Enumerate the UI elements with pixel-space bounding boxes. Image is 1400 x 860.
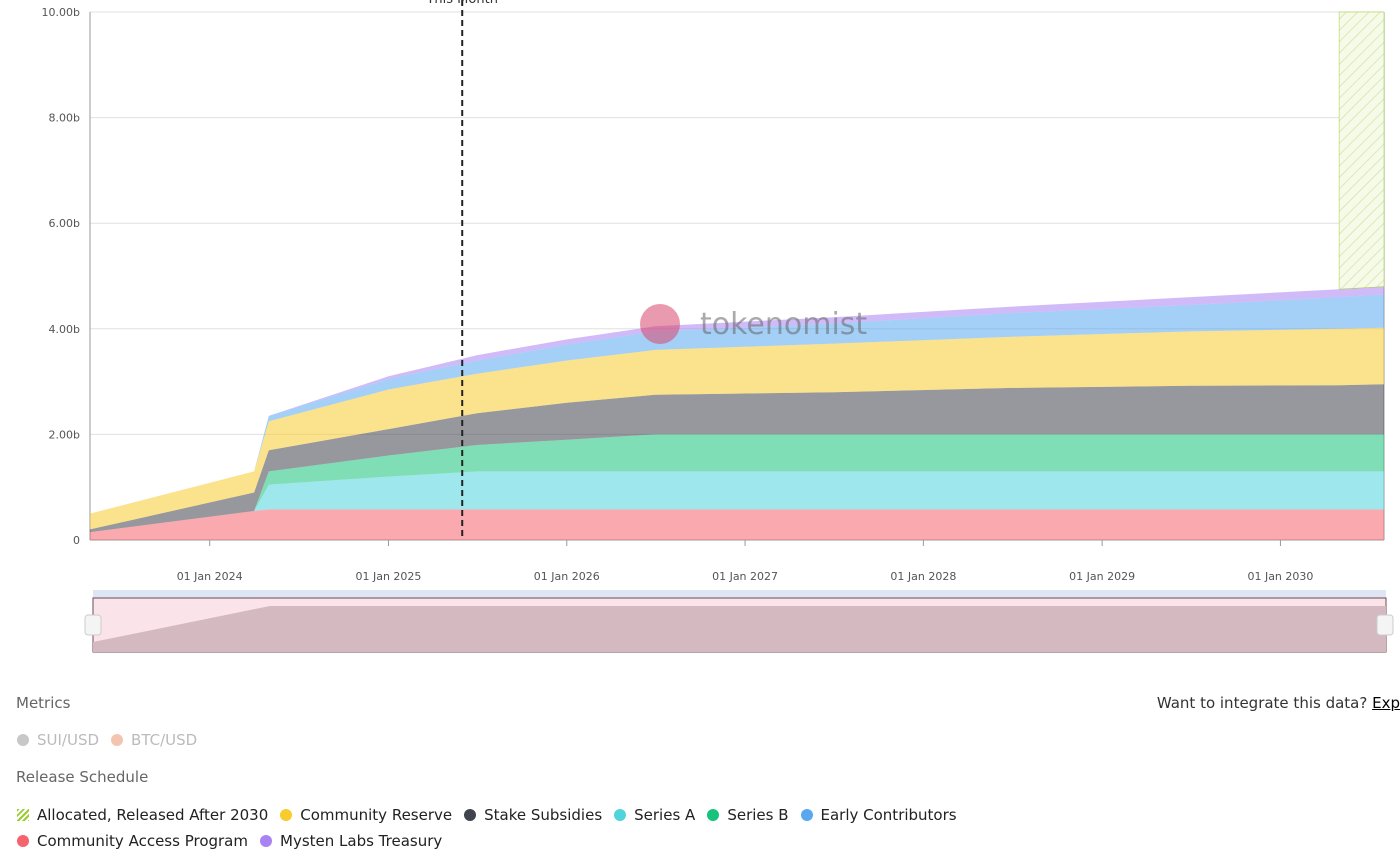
area-series — [90, 434, 1384, 533]
area-series — [90, 294, 1384, 514]
metric-dot — [17, 734, 29, 746]
watermark-text: tokenomist — [700, 307, 867, 342]
legend-item[interactable]: Series A — [614, 806, 695, 824]
area-series — [90, 327, 1384, 530]
y-tick-label: 10.00b — [42, 6, 80, 19]
legend-item[interactable]: Early Contributors — [800, 806, 957, 824]
legend-dot — [464, 809, 477, 821]
navigator-handle[interactable] — [84, 614, 102, 636]
legend-item[interactable]: Stake Subsidies — [464, 806, 602, 824]
metrics-items: SUI/USD BTC/USD — [17, 731, 197, 749]
integrate-link[interactable]: Exp — [1372, 694, 1400, 712]
navigator-handle[interactable] — [1376, 614, 1394, 636]
area-series — [1338, 11, 1385, 290]
navigator-series — [93, 606, 1386, 652]
metric-item[interactable]: SUI/USD — [17, 731, 99, 749]
area-series — [90, 471, 1384, 533]
x-tick-label: 01 Jan 2026 — [534, 570, 600, 583]
x-tick-label: 01 Jan 2029 — [1069, 570, 1135, 583]
x-tick-label: 01 Jan 2025 — [355, 570, 421, 583]
legend-label: Allocated, Released After 2030 — [37, 806, 269, 824]
legend-label: Community Access Program — [37, 832, 248, 850]
legend: Community Access Program Series A Series B… — [17, 806, 977, 850]
legend-dot — [707, 809, 720, 821]
legend-label: Community Reserve — [300, 806, 453, 824]
legend-label: Series B — [727, 806, 789, 824]
metrics-title: Metrics — [16, 694, 71, 712]
legend-label: Series A — [634, 806, 696, 824]
metric-label: BTC/USD — [131, 731, 198, 749]
legend-dot — [17, 835, 29, 847]
this-month-label: This Month — [425, 0, 497, 7]
y-tick-label: 0 — [73, 534, 80, 547]
legend-dot — [260, 835, 272, 847]
metric-dot — [111, 734, 124, 746]
legend-dot — [614, 809, 627, 821]
legend-dot — [800, 809, 813, 821]
y-tick-label: 6.00b — [49, 217, 80, 230]
legend-label: Mysten Labs Treasury — [280, 832, 443, 850]
legend-label: Stake Subsidies — [484, 806, 603, 824]
legend-item[interactable]: Community Reserve — [280, 806, 452, 824]
x-tick-label: 01 Jan 2028 — [890, 570, 956, 583]
integrate: Want to integrate this data? Exp — [1157, 694, 1400, 712]
x-tick-label: 01 Jan 2024 — [177, 570, 243, 583]
chart: 0 2.00b 4.00b 6.00b 8.00b 10.00b 01 Jan 2024 01… — [42, 0, 1385, 583]
area-series — [90, 509, 1384, 540]
watermark: tokenomist — [640, 304, 867, 344]
y-tick-label: 4.00b — [49, 323, 80, 336]
y-tick-label: 2.00b — [49, 428, 80, 441]
watermark-logo — [640, 304, 680, 344]
legend-icon — [17, 809, 29, 821]
legend-item[interactable]: Community Access Program — [17, 832, 248, 850]
legend-item[interactable]: Allocated, Released After 2030 — [17, 806, 268, 824]
metric-label: SUI/USD — [37, 731, 100, 749]
x-tick-label: 01 Jan 2027 — [712, 570, 778, 583]
area-series — [90, 384, 1384, 533]
metric-item[interactable]: BTC/USD — [111, 731, 197, 749]
legend-item[interactable]: Series B — [707, 806, 789, 824]
scrollbar[interactable] — [93, 590, 1386, 598]
legend-item[interactable]: Mysten Labs Treasury — [260, 832, 442, 850]
legend-dot — [280, 809, 293, 821]
navigator[interactable] — [0, 588, 1400, 660]
integrate-text: Want to integrate this data? — [1156, 694, 1368, 712]
y-tick-label: 8.00b — [49, 112, 80, 125]
release-schedule-title: Release Schedule — [16, 768, 149, 786]
legend-label: Early Contributors — [820, 806, 957, 824]
x-tick-label: 01 Jan 2030 — [1247, 570, 1313, 583]
